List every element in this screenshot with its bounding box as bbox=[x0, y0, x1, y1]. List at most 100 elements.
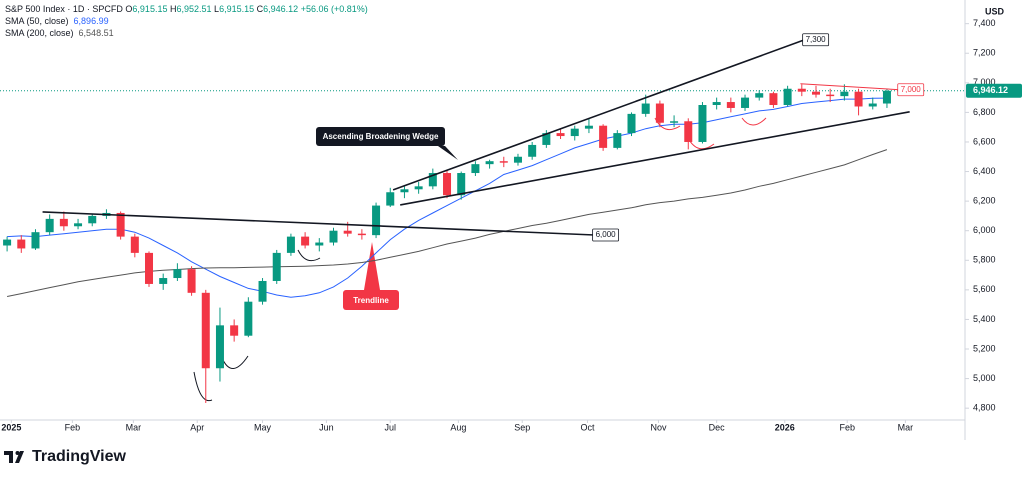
trendline-label: 7,000 bbox=[897, 83, 925, 97]
candle-body bbox=[59, 218, 68, 227]
x-tick-label: 2025 bbox=[1, 422, 21, 432]
candle-body bbox=[130, 236, 139, 253]
arc bbox=[297, 249, 321, 262]
trendline bbox=[800, 83, 900, 91]
candle-body bbox=[201, 292, 210, 369]
candle-body bbox=[726, 102, 735, 108]
callout-pointer bbox=[438, 146, 458, 160]
candle-body bbox=[272, 252, 281, 281]
x-tick-label: May bbox=[254, 422, 272, 432]
ohlc-key: O bbox=[125, 4, 133, 14]
ohlc-key: H bbox=[169, 4, 177, 14]
ohlc-key: C bbox=[256, 4, 264, 14]
y-tick-label: 5,800 bbox=[973, 255, 996, 265]
y-tick-label: 5,200 bbox=[973, 343, 996, 353]
arc bbox=[741, 117, 767, 126]
y-tick-label: 6,000 bbox=[973, 225, 996, 235]
candle-body bbox=[882, 90, 891, 104]
change: +56.06 (+0.81%) bbox=[300, 4, 368, 14]
candle-body bbox=[329, 230, 338, 243]
label-text: 7,300 bbox=[806, 35, 827, 44]
x-tick-label: Oct bbox=[581, 422, 596, 432]
brand-logo: TradingView bbox=[4, 448, 126, 466]
trendline bbox=[42, 211, 595, 236]
candle-body bbox=[400, 189, 409, 193]
candle-body bbox=[599, 125, 608, 148]
label-box bbox=[897, 83, 925, 97]
sma-row: SMA (200, close) 6,548.51 bbox=[5, 27, 368, 39]
candle-body bbox=[797, 88, 806, 92]
candle-body bbox=[173, 269, 182, 279]
logo-icon bbox=[4, 451, 24, 463]
candle-body bbox=[428, 173, 437, 187]
symbol-row: S&P 500 Index · 1D · SPCFD O6,915.15 H6,… bbox=[5, 3, 368, 15]
candle-body bbox=[301, 236, 310, 246]
candle-body bbox=[471, 164, 480, 174]
candle-body bbox=[868, 103, 877, 107]
x-tick-label: Feb bbox=[65, 422, 81, 432]
candle-body bbox=[3, 239, 12, 246]
candle-body bbox=[372, 205, 381, 236]
trendline bbox=[400, 111, 910, 206]
candle-body bbox=[457, 173, 466, 196]
candle-body bbox=[485, 161, 494, 165]
x-tick-label: Jun bbox=[319, 422, 334, 432]
y-tick-label: 6,800 bbox=[973, 107, 996, 117]
candle-body bbox=[783, 88, 792, 105]
y-tick-label: 7,400 bbox=[973, 18, 996, 28]
y-tick-label: 6,600 bbox=[973, 136, 996, 146]
y-tick-label: 5,000 bbox=[973, 373, 996, 383]
candle-body bbox=[556, 133, 565, 137]
candle-body bbox=[357, 233, 366, 236]
candle-body bbox=[414, 186, 423, 190]
callout: Ascending Broadening Wedge bbox=[316, 127, 445, 146]
candle-body bbox=[187, 269, 196, 293]
candle-body bbox=[258, 280, 267, 302]
candle-body bbox=[286, 236, 295, 253]
currency: USD bbox=[985, 6, 1005, 16]
candle-body bbox=[88, 215, 97, 224]
candle-body bbox=[513, 156, 522, 163]
x-tick-label: Mar bbox=[126, 422, 142, 432]
trendline-label: 7,300 bbox=[802, 33, 830, 47]
ohlc-key: L bbox=[214, 4, 220, 14]
x-tick-label: 2026 bbox=[775, 422, 795, 432]
ohlc-value: 6,915.15 bbox=[132, 4, 168, 14]
candle-body bbox=[840, 91, 849, 97]
candle-body bbox=[542, 133, 551, 145]
chart: USD 4,800 5,000 5,200 5,400 5,600 5,800 6,000 6… bbox=[0, 0, 1022, 440]
x-tick-label: Apr bbox=[190, 422, 204, 432]
candle-body bbox=[17, 239, 26, 249]
x-tick-label: Feb bbox=[839, 422, 855, 432]
label-text: 6,000 bbox=[596, 230, 617, 239]
candle-body bbox=[854, 91, 863, 107]
candle-body bbox=[755, 93, 764, 98]
candle-body bbox=[712, 102, 721, 105]
y-tick-label: 5,600 bbox=[973, 284, 996, 294]
y-tick-label: 7,000 bbox=[973, 77, 996, 87]
legend-value: 6,896.99 bbox=[73, 16, 109, 26]
ohlc: O6,915.15 H6,952.51 L6,915.15 C6,946.12 bbox=[125, 4, 300, 14]
candle-body bbox=[684, 121, 693, 142]
y-tick-label: 4,800 bbox=[973, 403, 996, 413]
legend-name: SMA (200, close) bbox=[5, 28, 74, 38]
candle-body bbox=[741, 97, 750, 108]
y-tick-label: 5,400 bbox=[973, 314, 996, 324]
candle-body bbox=[116, 212, 125, 237]
x-tick-label: Nov bbox=[650, 422, 667, 432]
candle-body bbox=[655, 103, 664, 123]
x-tick-label: Jul bbox=[384, 422, 396, 432]
candle-body bbox=[145, 252, 154, 284]
y-tick-label: 6,200 bbox=[973, 196, 996, 206]
callout: Trendline bbox=[343, 290, 399, 310]
candle-body bbox=[811, 91, 820, 95]
candle-body bbox=[74, 223, 83, 227]
label-box bbox=[802, 33, 830, 47]
candle-body bbox=[826, 94, 835, 97]
legend-name: SMA (50, close) bbox=[5, 16, 69, 26]
y-tick-label: 6,400 bbox=[973, 166, 996, 176]
candle-body bbox=[386, 192, 395, 206]
candle-body bbox=[769, 93, 778, 105]
sma-line bbox=[7, 97, 887, 298]
